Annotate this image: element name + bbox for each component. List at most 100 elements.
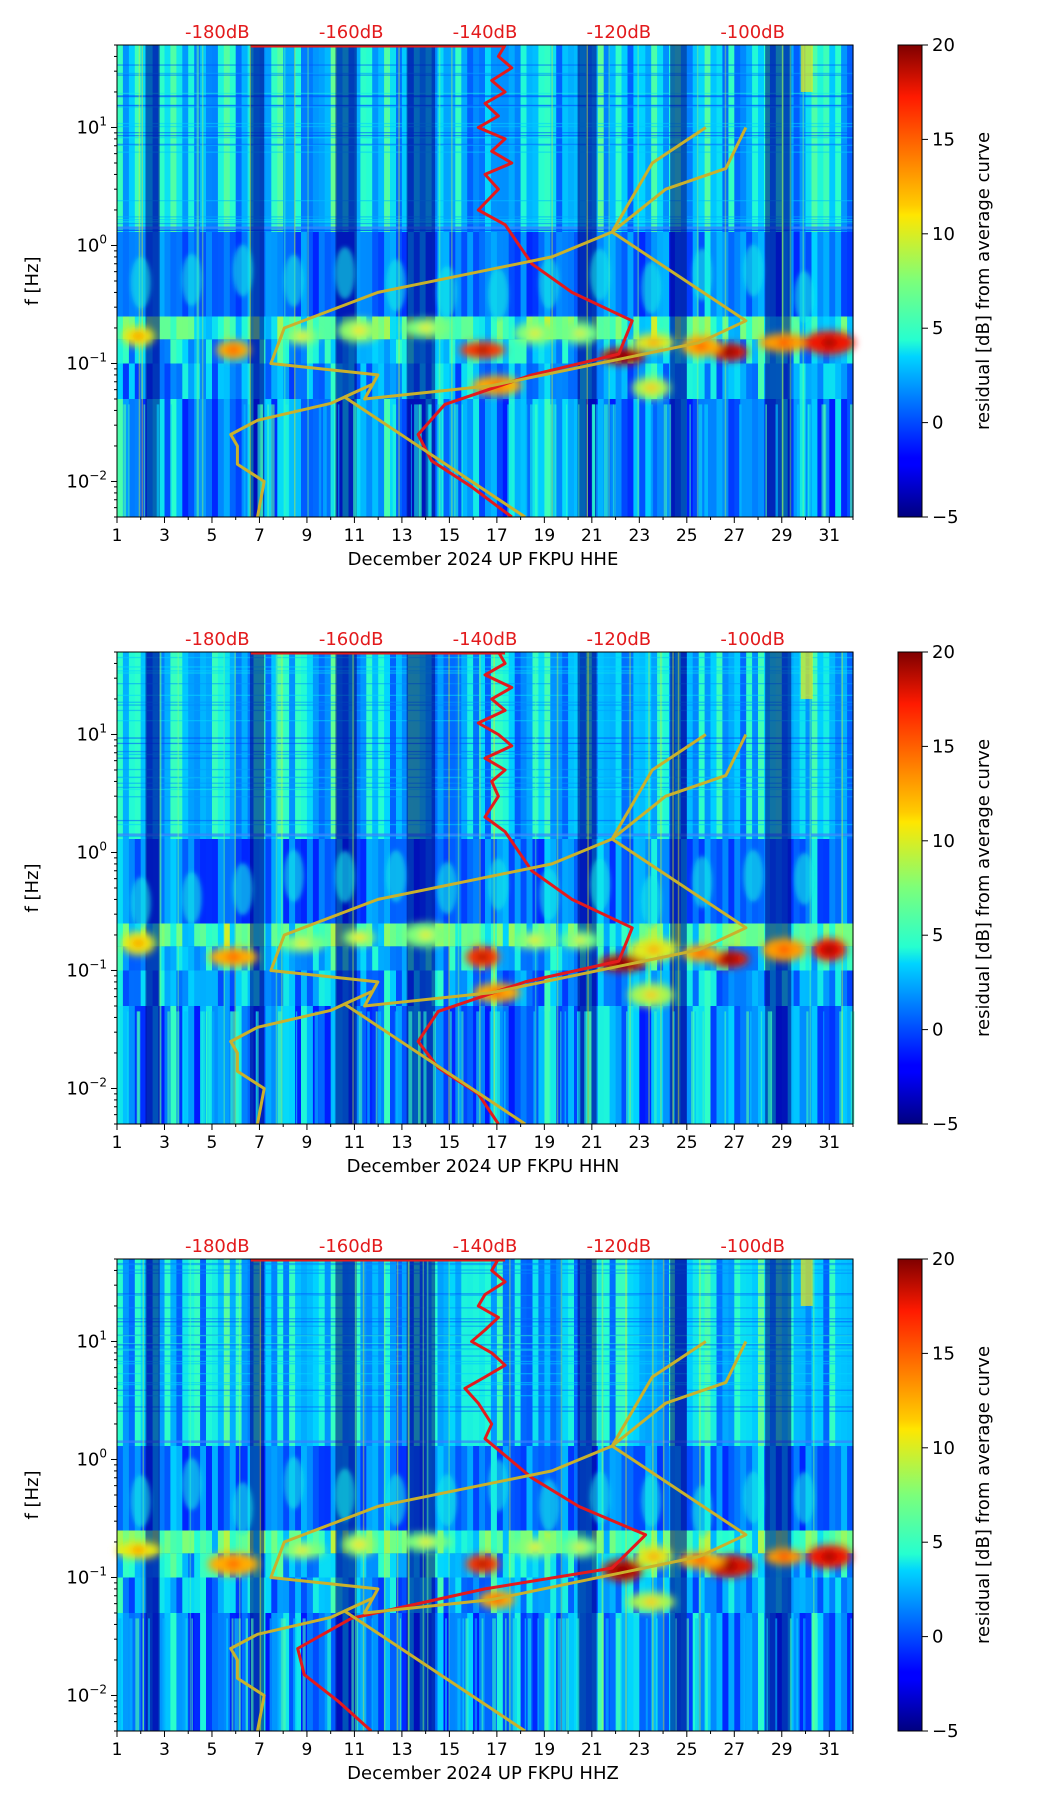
microseism-core xyxy=(527,1543,542,1552)
microseism-core xyxy=(722,1562,737,1571)
heatmap-cell xyxy=(164,1553,171,1578)
heatmap-cell xyxy=(306,316,314,340)
heatmap-cell xyxy=(544,1259,551,1446)
heatmap-cell xyxy=(479,399,486,517)
heatmap-cell xyxy=(306,1006,314,1124)
heatmap-cell xyxy=(841,232,848,317)
heatmap-cell xyxy=(544,363,551,399)
heatmap-cell xyxy=(384,970,391,1006)
heatmap-cell xyxy=(841,1577,848,1613)
top-db-tick-label: -100dB xyxy=(720,22,785,43)
heatmap-cell xyxy=(324,1006,332,1124)
heatmap-cell xyxy=(728,1577,735,1613)
heatmap-cell xyxy=(639,923,646,947)
heatmap-cell xyxy=(621,1446,628,1531)
heatmap-streak xyxy=(694,1011,696,1124)
heatmap-cell xyxy=(550,946,557,971)
heatmap-cell xyxy=(496,316,504,340)
heatmap-streak xyxy=(255,1011,257,1124)
heatmap-cell xyxy=(188,1530,195,1554)
colorbar-tick-label: −5 xyxy=(932,1721,959,1742)
heatmap-cell xyxy=(212,1006,219,1124)
heatmap-cell xyxy=(401,970,409,1006)
heatmap-cell xyxy=(728,399,735,517)
heatmap-cell xyxy=(615,363,623,399)
heatmap-streak xyxy=(591,404,596,517)
heatmap-cell xyxy=(455,399,462,517)
heatmap-cell xyxy=(306,970,314,1006)
heatmap-cell xyxy=(277,1530,284,1554)
heatmap-streak xyxy=(423,1011,427,1124)
heatmap-cell xyxy=(657,839,664,924)
heatmap-cell xyxy=(663,363,670,399)
heatmap-cell xyxy=(502,1006,510,1124)
heatmap-cell xyxy=(295,1613,302,1731)
heatmap-cell xyxy=(811,45,818,232)
heatmap-cell xyxy=(835,316,842,340)
heatmap-cell xyxy=(799,45,807,232)
heatmap-cell xyxy=(277,1446,284,1531)
heatmap-cell xyxy=(122,839,130,924)
heatmap-streak xyxy=(331,404,335,517)
heatmap-cell xyxy=(217,1259,225,1446)
microseism-core xyxy=(131,332,146,341)
heatmap-cell xyxy=(396,1006,403,1124)
curves xyxy=(229,652,748,1124)
heatmap-cell xyxy=(793,45,801,232)
heatmap-cell xyxy=(728,1006,735,1124)
heatmap-cell xyxy=(502,339,510,364)
heatmap-cell xyxy=(277,363,284,399)
heatmap-cell xyxy=(562,839,569,924)
x-tick-label: 17 xyxy=(486,526,508,546)
heatmap-cell xyxy=(449,1553,456,1578)
heatmap-cell xyxy=(799,1553,807,1578)
microseism-core xyxy=(572,329,587,338)
colorbar-tick-label: 10 xyxy=(932,831,955,852)
heatmap-streak xyxy=(318,404,322,517)
heatmap-cell xyxy=(241,923,249,947)
heatmap-streak xyxy=(418,404,422,517)
heatmap-cell xyxy=(134,399,142,517)
heatmap-streak xyxy=(280,1618,283,1731)
heatmap-cell xyxy=(378,1530,385,1554)
heatmap-cell xyxy=(170,316,177,340)
heatmap-cell xyxy=(716,1577,723,1613)
x-tick-label: 15 xyxy=(439,1133,461,1153)
heatmap-cell xyxy=(692,45,700,232)
heatmap-cell xyxy=(283,1553,290,1578)
heatmap-cell xyxy=(823,363,830,399)
heatmap-cell xyxy=(710,1613,717,1731)
heatmap-cell xyxy=(847,232,854,317)
heatmap-cell xyxy=(366,652,373,839)
heatmap-cell xyxy=(508,1553,516,1578)
heatmap-cell xyxy=(378,970,385,1006)
heatmap-cell xyxy=(176,1577,183,1613)
heatmap-cell xyxy=(301,399,308,517)
heatmap-cell xyxy=(823,970,830,1006)
heatmap-streak xyxy=(465,1618,468,1731)
heatmap-streak xyxy=(541,1011,545,1124)
heatmap-cell xyxy=(384,363,391,399)
heatmap-cell xyxy=(841,652,848,839)
heatmap-cell xyxy=(158,923,165,947)
heatmap-cell xyxy=(140,970,148,1006)
heatmap-cell xyxy=(793,363,801,399)
heatmap-stripe xyxy=(117,106,853,108)
heatmap-cell xyxy=(330,1446,338,1531)
heatmap-cell xyxy=(728,1446,735,1531)
heatmap-cell xyxy=(378,1259,385,1446)
heatmap-streak xyxy=(489,1011,492,1124)
heatmap-streak xyxy=(698,404,703,517)
heatmap-cell xyxy=(746,1006,753,1124)
heatmap-cell xyxy=(609,1259,617,1446)
heatmap-cell xyxy=(170,839,177,924)
x-tick-label: 25 xyxy=(676,1133,698,1153)
heatmap-streak xyxy=(702,1011,704,1124)
heatmap-cell xyxy=(621,1259,628,1446)
heatmap-cell xyxy=(467,1259,474,1446)
heatmap-cell xyxy=(829,1259,836,1446)
heatmap-streak xyxy=(533,1011,536,1124)
heatmap-cell xyxy=(704,1613,712,1731)
heatmap-cell xyxy=(229,316,237,340)
heatmap-cell xyxy=(835,970,842,1006)
